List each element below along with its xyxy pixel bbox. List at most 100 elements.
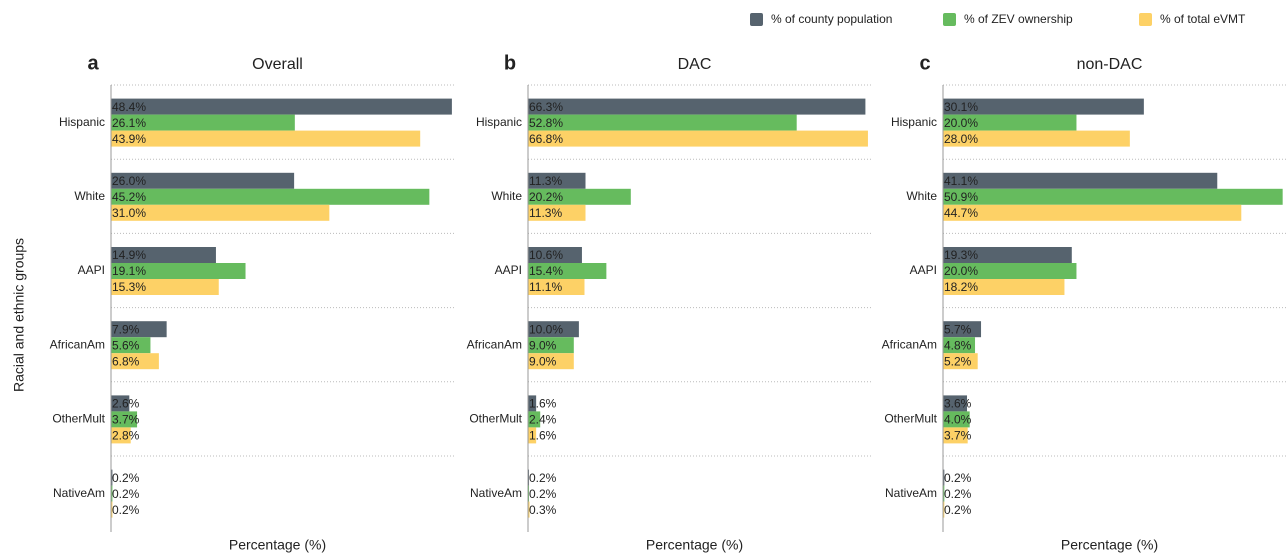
bar	[111, 485, 113, 502]
y-tick-label: White	[74, 189, 105, 203]
bar	[943, 98, 1144, 115]
value-label: 15.3%	[112, 280, 146, 294]
legend-swatch	[1139, 13, 1152, 26]
bar	[528, 204, 586, 221]
value-label: 66.8%	[529, 132, 563, 146]
y-tick-label: NativeAm	[53, 486, 105, 500]
legend-label: % of ZEV ownership	[964, 12, 1073, 26]
value-label: 5.2%	[944, 354, 972, 368]
bar	[943, 469, 945, 486]
value-label: 11.1%	[529, 280, 562, 294]
bar	[528, 114, 797, 131]
bar	[111, 114, 295, 131]
value-label: 26.1%	[112, 116, 146, 130]
bar	[111, 469, 113, 486]
value-label: 1.6%	[529, 397, 557, 411]
bar	[943, 485, 945, 502]
y-tick-label: AAPI	[910, 263, 937, 277]
bar	[528, 172, 586, 189]
value-label: 6.8%	[112, 354, 140, 368]
x-axis-label: Percentage (%)	[229, 537, 326, 553]
bar	[111, 411, 138, 428]
value-label: 3.7%	[944, 429, 972, 443]
value-label: 2.8%	[112, 429, 140, 443]
y-tick-label: AfricanAm	[467, 337, 522, 351]
y-tick-label: Hispanic	[476, 115, 522, 129]
value-label: 4.8%	[944, 338, 972, 352]
bar	[528, 395, 537, 412]
panel-letter: b	[504, 52, 516, 74]
y-tick-label: AfricanAm	[50, 337, 105, 351]
value-label: 0.2%	[944, 487, 972, 501]
bar	[111, 353, 159, 370]
bar	[943, 501, 945, 518]
bar	[528, 188, 631, 205]
bar	[943, 172, 1218, 189]
bar	[528, 469, 530, 486]
bar	[528, 353, 574, 370]
value-label: 44.7%	[944, 206, 978, 220]
bar	[943, 130, 1130, 147]
y-tick-label: AfricanAm	[882, 337, 937, 351]
value-label: 30.1%	[944, 100, 978, 114]
value-label: 2.6%	[112, 397, 140, 411]
y-tick-label: OtherMult	[52, 412, 105, 426]
y-tick-label: Hispanic	[891, 115, 937, 129]
x-axis-label: Percentage (%)	[646, 537, 743, 553]
value-label: 48.4%	[112, 100, 146, 114]
value-label: 0.2%	[529, 487, 557, 501]
panel-title: Overall	[252, 56, 303, 73]
value-label: 3.7%	[112, 413, 140, 427]
bar	[111, 172, 295, 189]
value-label: 0.2%	[944, 471, 972, 485]
value-label: 52.8%	[529, 116, 563, 130]
value-label: 0.3%	[529, 503, 557, 517]
bar	[528, 98, 866, 115]
bar	[528, 279, 585, 295]
value-label: 14.9%	[112, 248, 146, 262]
bar	[943, 247, 1072, 263]
bar	[111, 395, 130, 412]
legend-label: % of total eVMT	[1160, 12, 1246, 26]
value-label: 20.0%	[944, 264, 978, 278]
value-label: 19.3%	[944, 248, 978, 262]
y-axis-label: Racial and ethnic groups	[11, 238, 27, 392]
bar	[943, 337, 976, 354]
value-label: 28.0%	[944, 132, 978, 146]
bar	[528, 130, 868, 147]
value-label: 50.9%	[944, 190, 978, 204]
value-label: 5.6%	[112, 338, 140, 352]
y-tick-label: White	[491, 189, 522, 203]
value-label: 3.6%	[944, 397, 972, 411]
panel-title: non-DAC	[1077, 56, 1143, 73]
value-label: 1.6%	[529, 429, 557, 443]
bar	[943, 263, 1077, 279]
value-label: 20.2%	[529, 190, 563, 204]
bar	[943, 427, 968, 444]
bar	[528, 411, 541, 428]
y-tick-label: OtherMult	[469, 412, 522, 426]
y-tick-label: AAPI	[78, 263, 105, 277]
value-label: 0.2%	[944, 503, 972, 517]
value-label: 10.6%	[529, 248, 563, 262]
x-axis-label: Percentage (%)	[1061, 537, 1158, 553]
value-label: 11.3%	[529, 174, 562, 188]
bar	[943, 353, 978, 370]
value-label: 18.2%	[944, 280, 978, 294]
value-label: 31.0%	[112, 206, 146, 220]
value-label: 0.2%	[529, 471, 557, 485]
value-label: 26.0%	[112, 174, 146, 188]
bar	[943, 411, 970, 428]
legend-swatch	[943, 13, 956, 26]
value-label: 11.3%	[529, 206, 562, 220]
bar	[528, 263, 607, 279]
value-label: 9.0%	[529, 338, 557, 352]
bar	[943, 114, 1077, 131]
bar	[111, 501, 113, 518]
bar	[528, 427, 537, 444]
bar	[528, 501, 530, 518]
legend-label: % of county population	[771, 12, 892, 26]
bar	[111, 321, 167, 338]
bar	[111, 263, 246, 279]
